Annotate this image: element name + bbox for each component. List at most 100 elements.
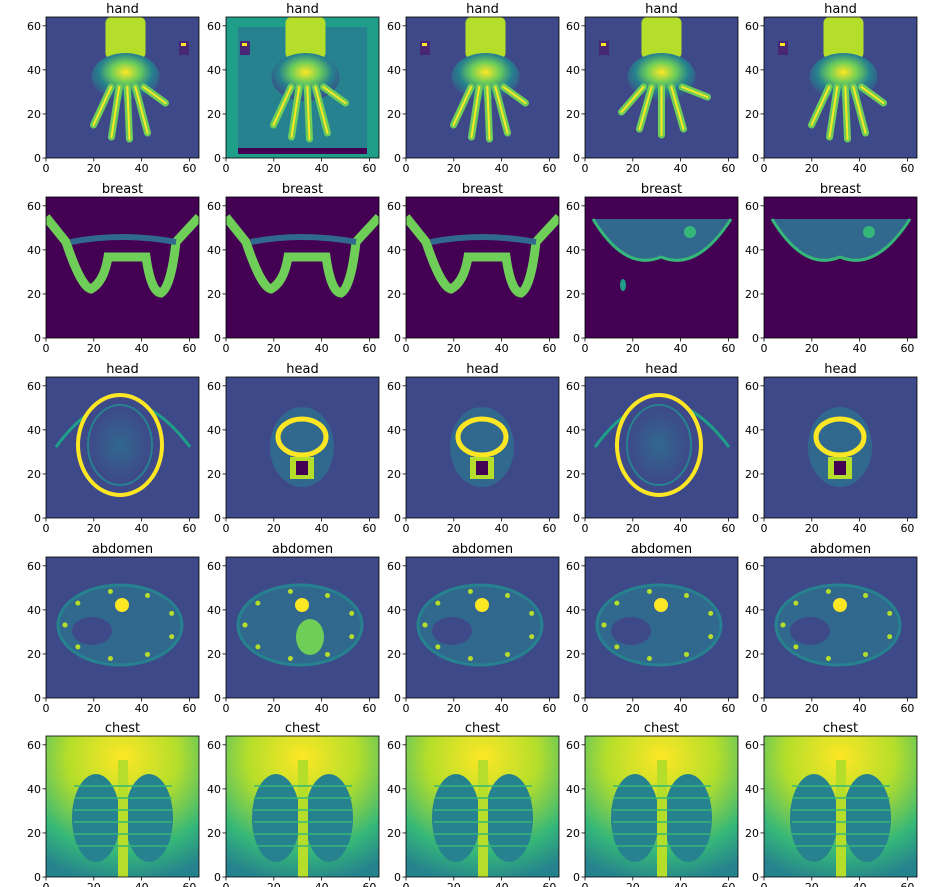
rib-spot: [107, 589, 113, 595]
rib-spot: [349, 634, 355, 640]
x-tick-label: 0: [761, 881, 768, 887]
image-panel: chest 0 20 40 60 0 20 40 60: [27, 721, 200, 887]
y-tick-label: 20: [207, 288, 221, 301]
x-tick-label: 60: [182, 162, 196, 175]
x-tick-label: 20: [447, 342, 461, 355]
panel-title: breast: [462, 182, 503, 197]
x-tick-label: 40: [674, 881, 688, 887]
x-tick-label: 40: [135, 881, 149, 887]
rib-spot: [467, 655, 473, 661]
y-tick-label: 0: [752, 152, 759, 165]
x-tick-label: 0: [43, 162, 50, 175]
finger-bone: [272, 86, 293, 126]
y-tick-label: 20: [207, 827, 221, 840]
image-panel: chest 0 20 40 60 0 20 40 60: [207, 721, 380, 887]
x-tick-label: 0: [403, 702, 410, 715]
x-tick-label: 40: [674, 342, 688, 355]
x-tick-label: 40: [853, 881, 867, 887]
image-content: [585, 197, 738, 338]
y-tick-label: 20: [387, 648, 401, 661]
y-tick-label: 40: [566, 64, 580, 77]
x-tick-label: 40: [135, 342, 149, 355]
spine-shape: [478, 760, 488, 877]
x-tick-label: 40: [315, 702, 329, 715]
x-tick-label: 0: [582, 162, 589, 175]
axes-frame: [225, 735, 380, 878]
axes-frame: [225, 376, 380, 519]
x-tick-label: 20: [805, 881, 819, 887]
y-tick-label: 20: [566, 827, 580, 840]
image-content: [585, 557, 738, 698]
finger-bone: [620, 86, 645, 113]
x-tick-label: 60: [182, 702, 196, 715]
x-tick-label: 60: [900, 522, 914, 535]
x-tick-label: 20: [805, 522, 819, 535]
y-tick-label: 0: [573, 332, 580, 345]
image-panel: head 0 20 40 60 0 20 40 60: [27, 362, 200, 535]
x-tick-label: 60: [721, 881, 735, 887]
finger-bone: [110, 86, 121, 138]
image-panel: head 0 20 40 60 0 20 40 60: [745, 362, 918, 535]
y-tick-label: 0: [752, 692, 759, 705]
left-lung: [790, 774, 838, 862]
x-tick-label: 60: [542, 162, 556, 175]
rib-spot: [614, 644, 620, 650]
y-tick-label: 20: [745, 288, 759, 301]
film-marker: [599, 41, 609, 55]
finger-bone: [92, 86, 113, 126]
finger-bone: [314, 86, 329, 134]
skull-shape: [450, 407, 514, 487]
y-tick-label: 60: [566, 200, 580, 213]
panel-title: chest: [105, 721, 140, 736]
x-tick-label: 40: [495, 522, 509, 535]
panel-title: abdomen: [272, 542, 333, 557]
y-tick-label: 40: [27, 604, 41, 617]
x-tick-label: 60: [362, 881, 376, 887]
image-panel: head 0 20 40 60 0 20 40 60: [566, 362, 739, 535]
panel-title: hand: [286, 2, 319, 17]
image-panel: abdomen 0 20 40 60 0 20 40 60: [566, 542, 739, 715]
rib-spot: [825, 655, 831, 661]
left-lung: [432, 774, 480, 862]
finger-bone: [670, 86, 685, 130]
finger-bone: [502, 86, 527, 104]
image-background: [585, 197, 738, 338]
x-tick-label: 0: [223, 342, 230, 355]
left-lung: [252, 774, 300, 862]
finger-bone: [486, 86, 491, 140]
finger-bone: [306, 86, 311, 140]
vertebra-shape: [115, 598, 129, 612]
x-tick-label: 60: [900, 702, 914, 715]
axes-frame: [405, 735, 560, 878]
rib-spot: [169, 610, 175, 616]
y-tick-label: 60: [207, 560, 221, 573]
x-tick-label: 20: [805, 702, 819, 715]
chest-wall: [70, 234, 177, 245]
panel-title: chest: [644, 721, 679, 736]
y-tick-label: 20: [387, 108, 401, 121]
tissue-spot: [620, 279, 626, 291]
panel-title: hand: [645, 2, 678, 17]
rib-spot: [708, 634, 714, 640]
image-panel: chest 0 20 40 60 0 20 40 60: [745, 721, 918, 887]
x-tick-label: 60: [182, 881, 196, 887]
x-tick-label: 60: [542, 342, 556, 355]
image-content: [406, 197, 559, 338]
x-tick-label: 40: [135, 522, 149, 535]
y-tick-label: 20: [566, 648, 580, 661]
x-tick-label: 20: [267, 162, 281, 175]
x-tick-label: 20: [805, 342, 819, 355]
y-tick-label: 60: [207, 380, 221, 393]
image-panel: breast 0 20 40 60 0 20 40 60: [387, 182, 560, 355]
y-tick-label: 40: [207, 244, 221, 257]
y-tick-label: 20: [745, 648, 759, 661]
rib-spot: [684, 593, 689, 599]
image-background: [764, 197, 917, 338]
wrist-shape: [285, 17, 326, 59]
rib-spot: [601, 622, 607, 628]
y-tick-label: 40: [745, 244, 759, 257]
body-outline: [595, 583, 723, 667]
x-tick-label: 20: [626, 881, 640, 887]
wrist-shape: [823, 17, 864, 59]
